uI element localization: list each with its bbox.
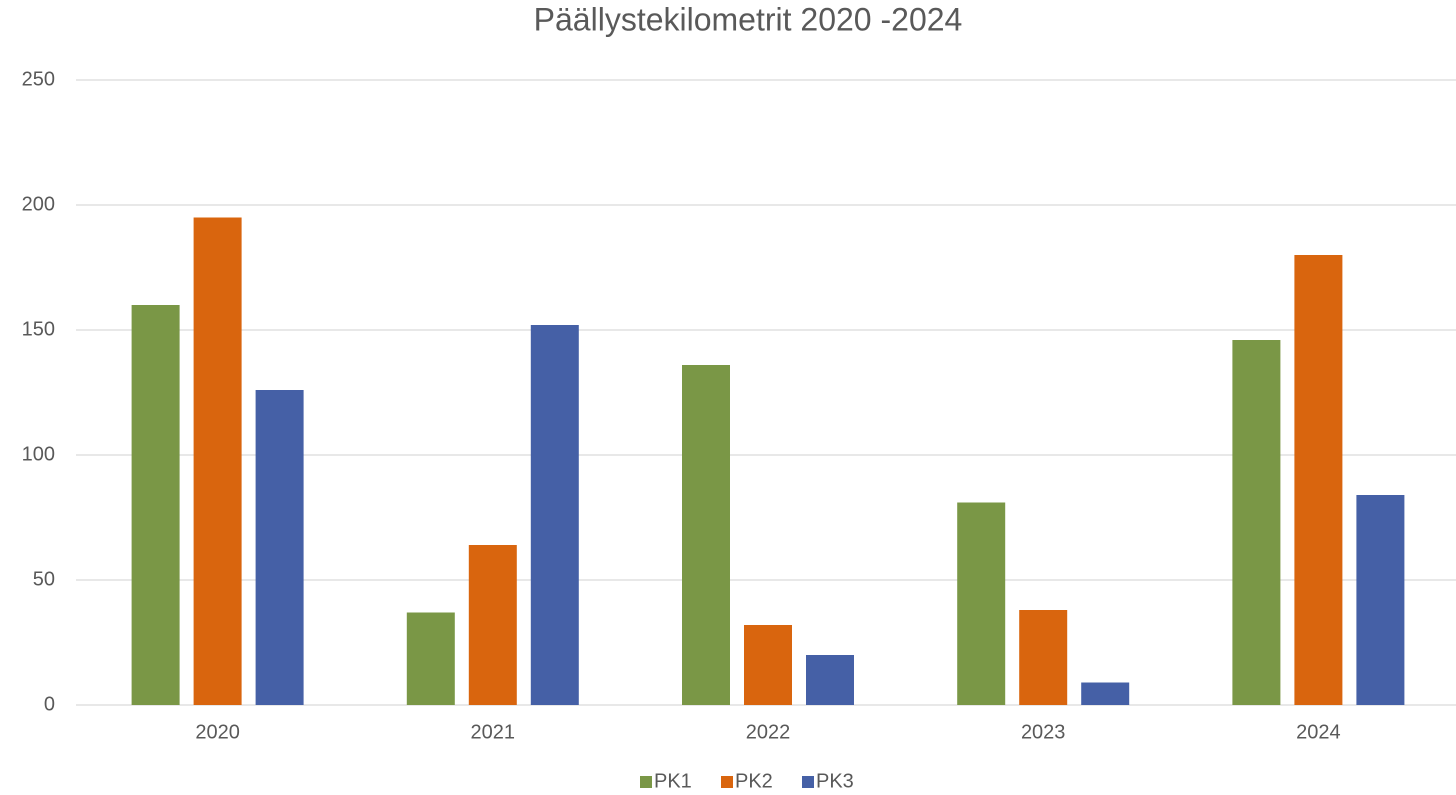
bar <box>1019 610 1068 705</box>
bar <box>1232 340 1281 705</box>
bar <box>957 502 1006 705</box>
y-tick-label: 50 <box>33 568 55 590</box>
y-tick-label: 0 <box>44 693 55 715</box>
bar <box>406 612 455 705</box>
legend-swatch <box>721 776 733 788</box>
bar <box>468 545 517 705</box>
bar <box>1294 255 1343 705</box>
x-tick-label: 2024 <box>1296 721 1341 743</box>
bar <box>530 325 579 705</box>
y-tick-label: 200 <box>22 193 55 215</box>
x-tick-label: 2022 <box>746 721 791 743</box>
bar <box>682 365 730 705</box>
legend-label: PK1 <box>654 770 692 792</box>
legend-swatch <box>640 776 652 788</box>
y-tick-label: 150 <box>22 318 55 340</box>
bar <box>806 655 854 705</box>
bar <box>255 390 304 705</box>
legend-swatch <box>802 776 814 788</box>
bar <box>1081 682 1130 705</box>
x-tick-label: 2021 <box>471 721 516 743</box>
chart-title: Päällystekilometrit 2020 -2024 <box>534 1 963 37</box>
bar <box>131 305 180 705</box>
x-tick-label: 2023 <box>1021 721 1066 743</box>
bar <box>744 625 792 705</box>
bar <box>1356 495 1405 705</box>
x-tick-label: 2020 <box>195 721 240 743</box>
legend-label: PK2 <box>735 770 773 792</box>
y-tick-label: 250 <box>22 68 55 90</box>
legend-label: PK3 <box>816 770 854 792</box>
y-tick-label: 100 <box>22 443 55 465</box>
bar <box>193 217 242 705</box>
